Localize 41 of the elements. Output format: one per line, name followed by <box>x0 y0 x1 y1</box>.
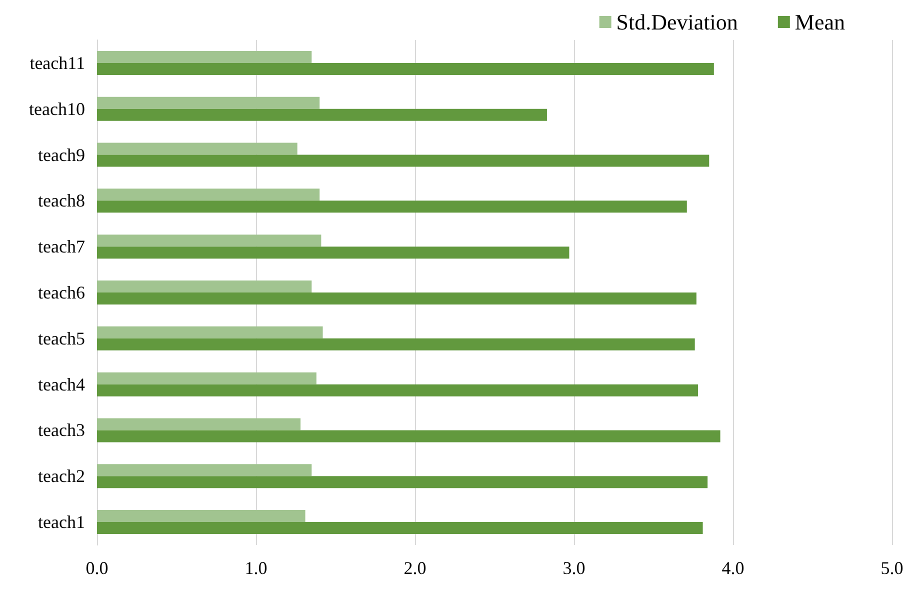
legend-label: Mean <box>794 10 846 34</box>
y-tick-label: teach8 <box>38 190 85 211</box>
bar <box>97 154 710 167</box>
x-tick-label: 0.0 <box>86 558 108 578</box>
legend-label: Std.Deviation <box>616 10 738 34</box>
bar <box>97 430 720 442</box>
y-tick-label: teach1 <box>38 512 85 532</box>
bar <box>97 338 695 350</box>
bar <box>97 188 320 201</box>
bar <box>97 50 312 63</box>
y-tick-label: teach10 <box>29 98 85 119</box>
y-tick-label: teach11 <box>30 52 85 73</box>
x-tick-label: 3.0 <box>562 558 586 578</box>
bar <box>97 464 312 476</box>
bar <box>97 522 703 534</box>
bar <box>97 418 301 430</box>
bar <box>97 200 687 213</box>
bar <box>97 108 547 121</box>
y-tick-label: teach3 <box>38 420 85 440</box>
y-tick-label: teach7 <box>38 236 85 257</box>
bar <box>97 510 306 522</box>
y-tick-label: teach2 <box>38 466 85 486</box>
x-tick-label: 4.0 <box>722 558 744 578</box>
bar <box>97 246 570 259</box>
y-tick-label: teach4 <box>38 374 85 394</box>
y-tick-label: teach9 <box>38 144 85 165</box>
bar <box>97 326 323 338</box>
y-tick-label: teach6 <box>38 282 85 302</box>
bar <box>97 372 316 384</box>
bar <box>97 280 312 292</box>
bar <box>97 234 322 247</box>
bar <box>97 476 708 488</box>
x-tick-label: 5.0 <box>880 558 904 578</box>
x-tick-label: 1.0 <box>244 558 268 578</box>
bar <box>97 292 696 304</box>
bar <box>97 96 320 109</box>
bar <box>97 62 714 75</box>
y-tick-label: teach5 <box>38 328 85 348</box>
bar <box>97 142 298 155</box>
x-tick-label: 2.0 <box>404 558 426 578</box>
bar <box>97 384 698 396</box>
